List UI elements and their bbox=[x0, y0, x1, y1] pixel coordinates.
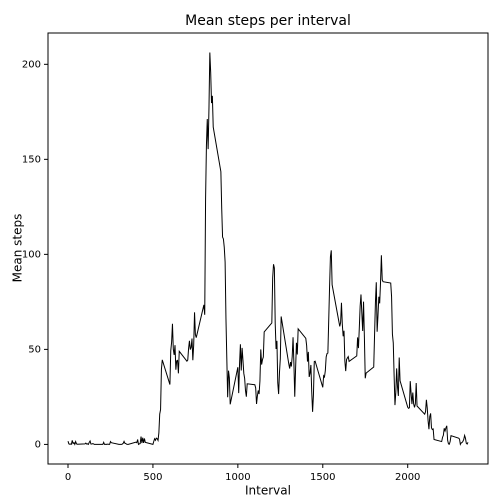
y-tick-label: 100 bbox=[22, 249, 41, 260]
x-tick-label: 500 bbox=[143, 472, 162, 483]
plot-border bbox=[47, 32, 489, 465]
y-axis-label: Mean steps bbox=[11, 214, 25, 283]
x-tick-label: 0 bbox=[65, 472, 71, 483]
y-tick-label: 200 bbox=[22, 59, 41, 70]
x-tick-label: 2000 bbox=[395, 472, 420, 483]
y-tick-label: 0 bbox=[35, 439, 41, 450]
y-tick-label: 150 bbox=[22, 154, 41, 165]
y-tick-label: 50 bbox=[28, 344, 41, 355]
x-axis-label: Interval bbox=[245, 484, 291, 498]
x-tick-label: 1500 bbox=[310, 472, 335, 483]
data-line bbox=[67, 52, 469, 446]
chart-title: Mean steps per interval bbox=[185, 13, 351, 29]
x-tick-label: 1000 bbox=[225, 472, 250, 483]
